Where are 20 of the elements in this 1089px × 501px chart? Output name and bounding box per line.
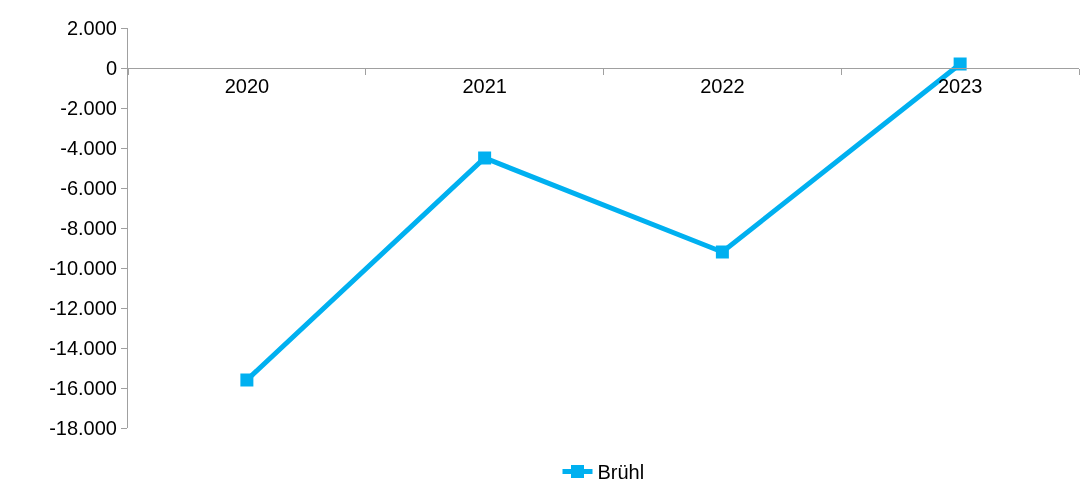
y-tick-label: -16.000 [49, 377, 117, 399]
y-tick-label: -18.000 [49, 417, 117, 439]
legend-label: Brühl [597, 461, 645, 484]
point [240, 373, 254, 387]
y-tick-label: 0 [105, 57, 117, 79]
y-tick-label: -8.000 [60, 217, 117, 239]
y-tick-label: -10.000 [49, 257, 117, 279]
y-tick-label: -12.000 [49, 297, 117, 319]
x-tick-label: 2020 [224, 75, 270, 97]
x-tick-label: 2021 [462, 75, 507, 97]
x-tick-label: 2023 [937, 75, 983, 97]
point [953, 57, 967, 71]
y-tick-label: -6.000 [60, 177, 117, 199]
y-tick-label: -14.000 [49, 337, 117, 359]
x-tick-label: 2022 [700, 75, 745, 97]
y-tick-label: -2.000 [60, 97, 117, 119]
point [478, 151, 492, 165]
point [715, 245, 729, 259]
y-tick-label: 2.000 [66, 17, 117, 39]
y-tick-label: -4.000 [60, 137, 117, 159]
